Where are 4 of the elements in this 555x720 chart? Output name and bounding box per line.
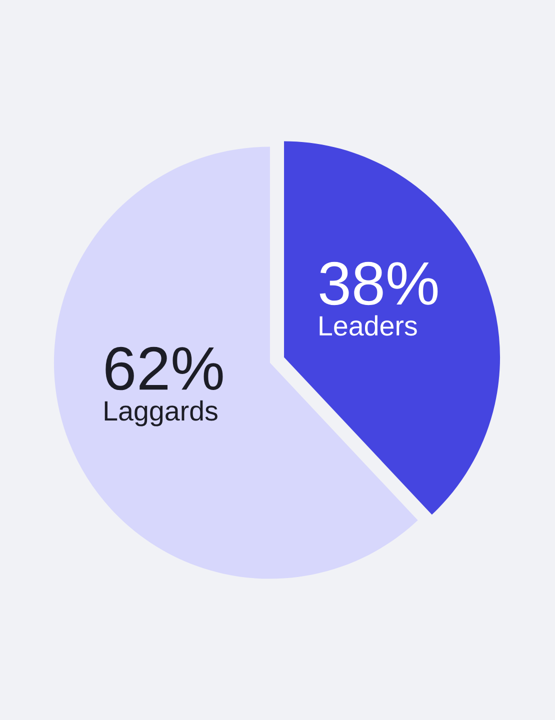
slice-label: Laggards xyxy=(104,400,218,426)
data-label: 38% xyxy=(320,262,438,306)
slice-label: Leaders xyxy=(320,315,417,336)
data-label: 62% xyxy=(106,346,223,390)
